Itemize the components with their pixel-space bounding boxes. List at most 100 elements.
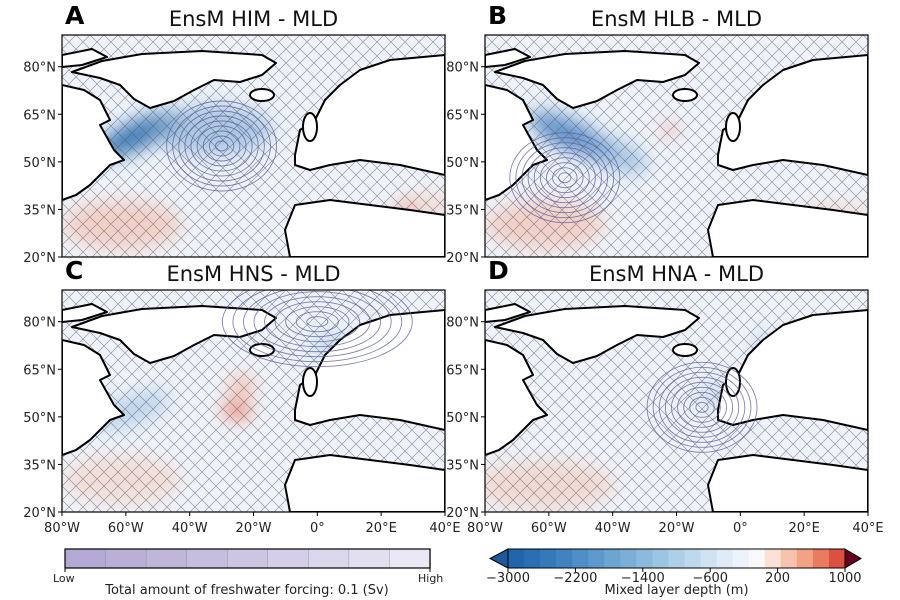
lat-tick-label: 65°N [23,363,56,378]
lon-tick-label: 60°W [108,521,144,536]
lon-tick-label: 20°E [789,521,820,536]
lon-tick-label: 40°E [429,521,460,536]
colorbar-segment [267,548,310,569]
lat-tick-label: 20°N [23,251,56,266]
colorbar-segment [145,548,188,569]
coastlines [62,48,445,257]
iceland [672,88,698,102]
lat-tick-label: 20°N [446,506,479,521]
british-isles [725,112,741,142]
lat-tick-label: 35°N [23,203,56,218]
lat-tick-label: 65°N [446,363,479,378]
map-frame [484,34,869,258]
colorbar-extend-min [488,548,509,569]
lat-tick-label: 80°N [446,316,479,331]
iceland [249,343,275,357]
panel-title: EnsM HIM - MLD [169,7,338,31]
lon-tick-label: 0° [310,521,325,536]
colorbar-segment [227,548,269,569]
colorbar-segment [524,549,541,568]
british-isles [302,112,318,142]
mld-tick-label: −3000 [486,571,530,586]
mld-tick-label: 1000 [828,571,861,586]
coastlines [485,303,868,512]
lat-tick-label: 35°N [23,458,56,473]
lat-tick-label: 80°N [446,61,479,76]
colorbar-segment [748,549,766,568]
colorbar-low-label: Low [53,572,75,585]
panel-title: EnsM HLB - MLD [591,7,762,31]
lon-tick-label: 40°E [852,521,883,536]
colorbar-segment [620,549,637,568]
forcing-colorbar-label: Total amount of freshwater forcing: 0.1 … [104,583,389,598]
colorbar-segment [572,549,589,568]
freshwater-forcing-contours [221,290,413,368]
iceland [672,343,698,357]
colorbar-segment [812,549,830,568]
lat-tick-label: 80°N [23,316,56,331]
mld-tick-label: −600 [692,571,728,586]
colorbar-segment [636,549,653,568]
lat-tick-label: 50°N [446,156,479,171]
coastlines [485,48,868,257]
lon-tick-label: 60°W [531,521,567,536]
lat-tick-label: 80°N [23,61,56,76]
map-panel-b [484,34,869,258]
colorbar-segment [508,549,525,568]
lon-tick-label: 80°W [44,521,80,536]
colorbar-segment [700,549,718,568]
mld-tick-label: −1400 [621,571,665,586]
lat-tick-label: 50°N [23,411,56,426]
lat-tick-label: 50°N [23,156,56,171]
colorbar-segment [764,549,782,568]
lon-tick-label: 20°W [236,521,272,536]
colorbar-segment [828,549,846,568]
colorbar-segment [540,549,557,568]
lat-tick-label: 35°N [446,203,479,218]
colorbar-segment [105,548,147,569]
forcing-colorbar: Low High Total amount of freshwater forcin… [53,548,443,598]
colorbar-segment [308,548,350,569]
map-panel-d [484,289,869,513]
freshwater-forcing-contours [166,100,278,192]
colorbar-segment [652,549,669,568]
colorbar-segment [64,548,107,569]
mld-colorbar-label: Mixed layer depth (m) [604,583,748,598]
panel-letter: C [65,256,83,285]
panel-title: EnsM HNA - MLD [589,262,764,286]
lon-tick-label: 0° [733,521,748,536]
panel-letter: A [65,1,85,30]
map-panel-c [61,289,446,513]
panel-letter: B [488,1,507,30]
colorbar-segment [732,549,750,568]
map-frame [61,34,446,258]
colorbar-segment [604,549,621,568]
lat-tick-label: 35°N [446,458,479,473]
lat-tick-label: 20°N [446,251,479,266]
panel-title: EnsM HNS - MLD [166,262,340,286]
colorbar-segment [780,549,798,568]
lat-tick-label: 20°N [23,506,56,521]
colorbar-segment [588,549,605,568]
mld-tick-label: −2200 [553,571,597,586]
colorbar-segment [389,548,431,569]
colorbar-segment [716,549,734,568]
british-isles [302,367,318,397]
lon-tick-label: 80°W [467,521,503,536]
colorbar-segment [684,549,702,568]
colorbar-segment [668,549,686,568]
freshwater-forcing-contours [509,132,621,224]
coastlines [62,303,445,512]
colorbar-segment [796,549,814,568]
colorbar-extend-max [844,548,862,569]
mld-tick-label: 200 [765,571,790,586]
freshwater-forcing-contours [646,361,758,453]
lon-tick-label: 20°W [659,521,695,536]
iceland [249,88,275,102]
lon-tick-label: 40°W [595,521,631,536]
colorbar-segment [348,548,391,569]
lat-tick-label: 65°N [23,108,56,123]
lon-tick-label: 20°E [366,521,397,536]
map-panel-a [61,34,446,258]
